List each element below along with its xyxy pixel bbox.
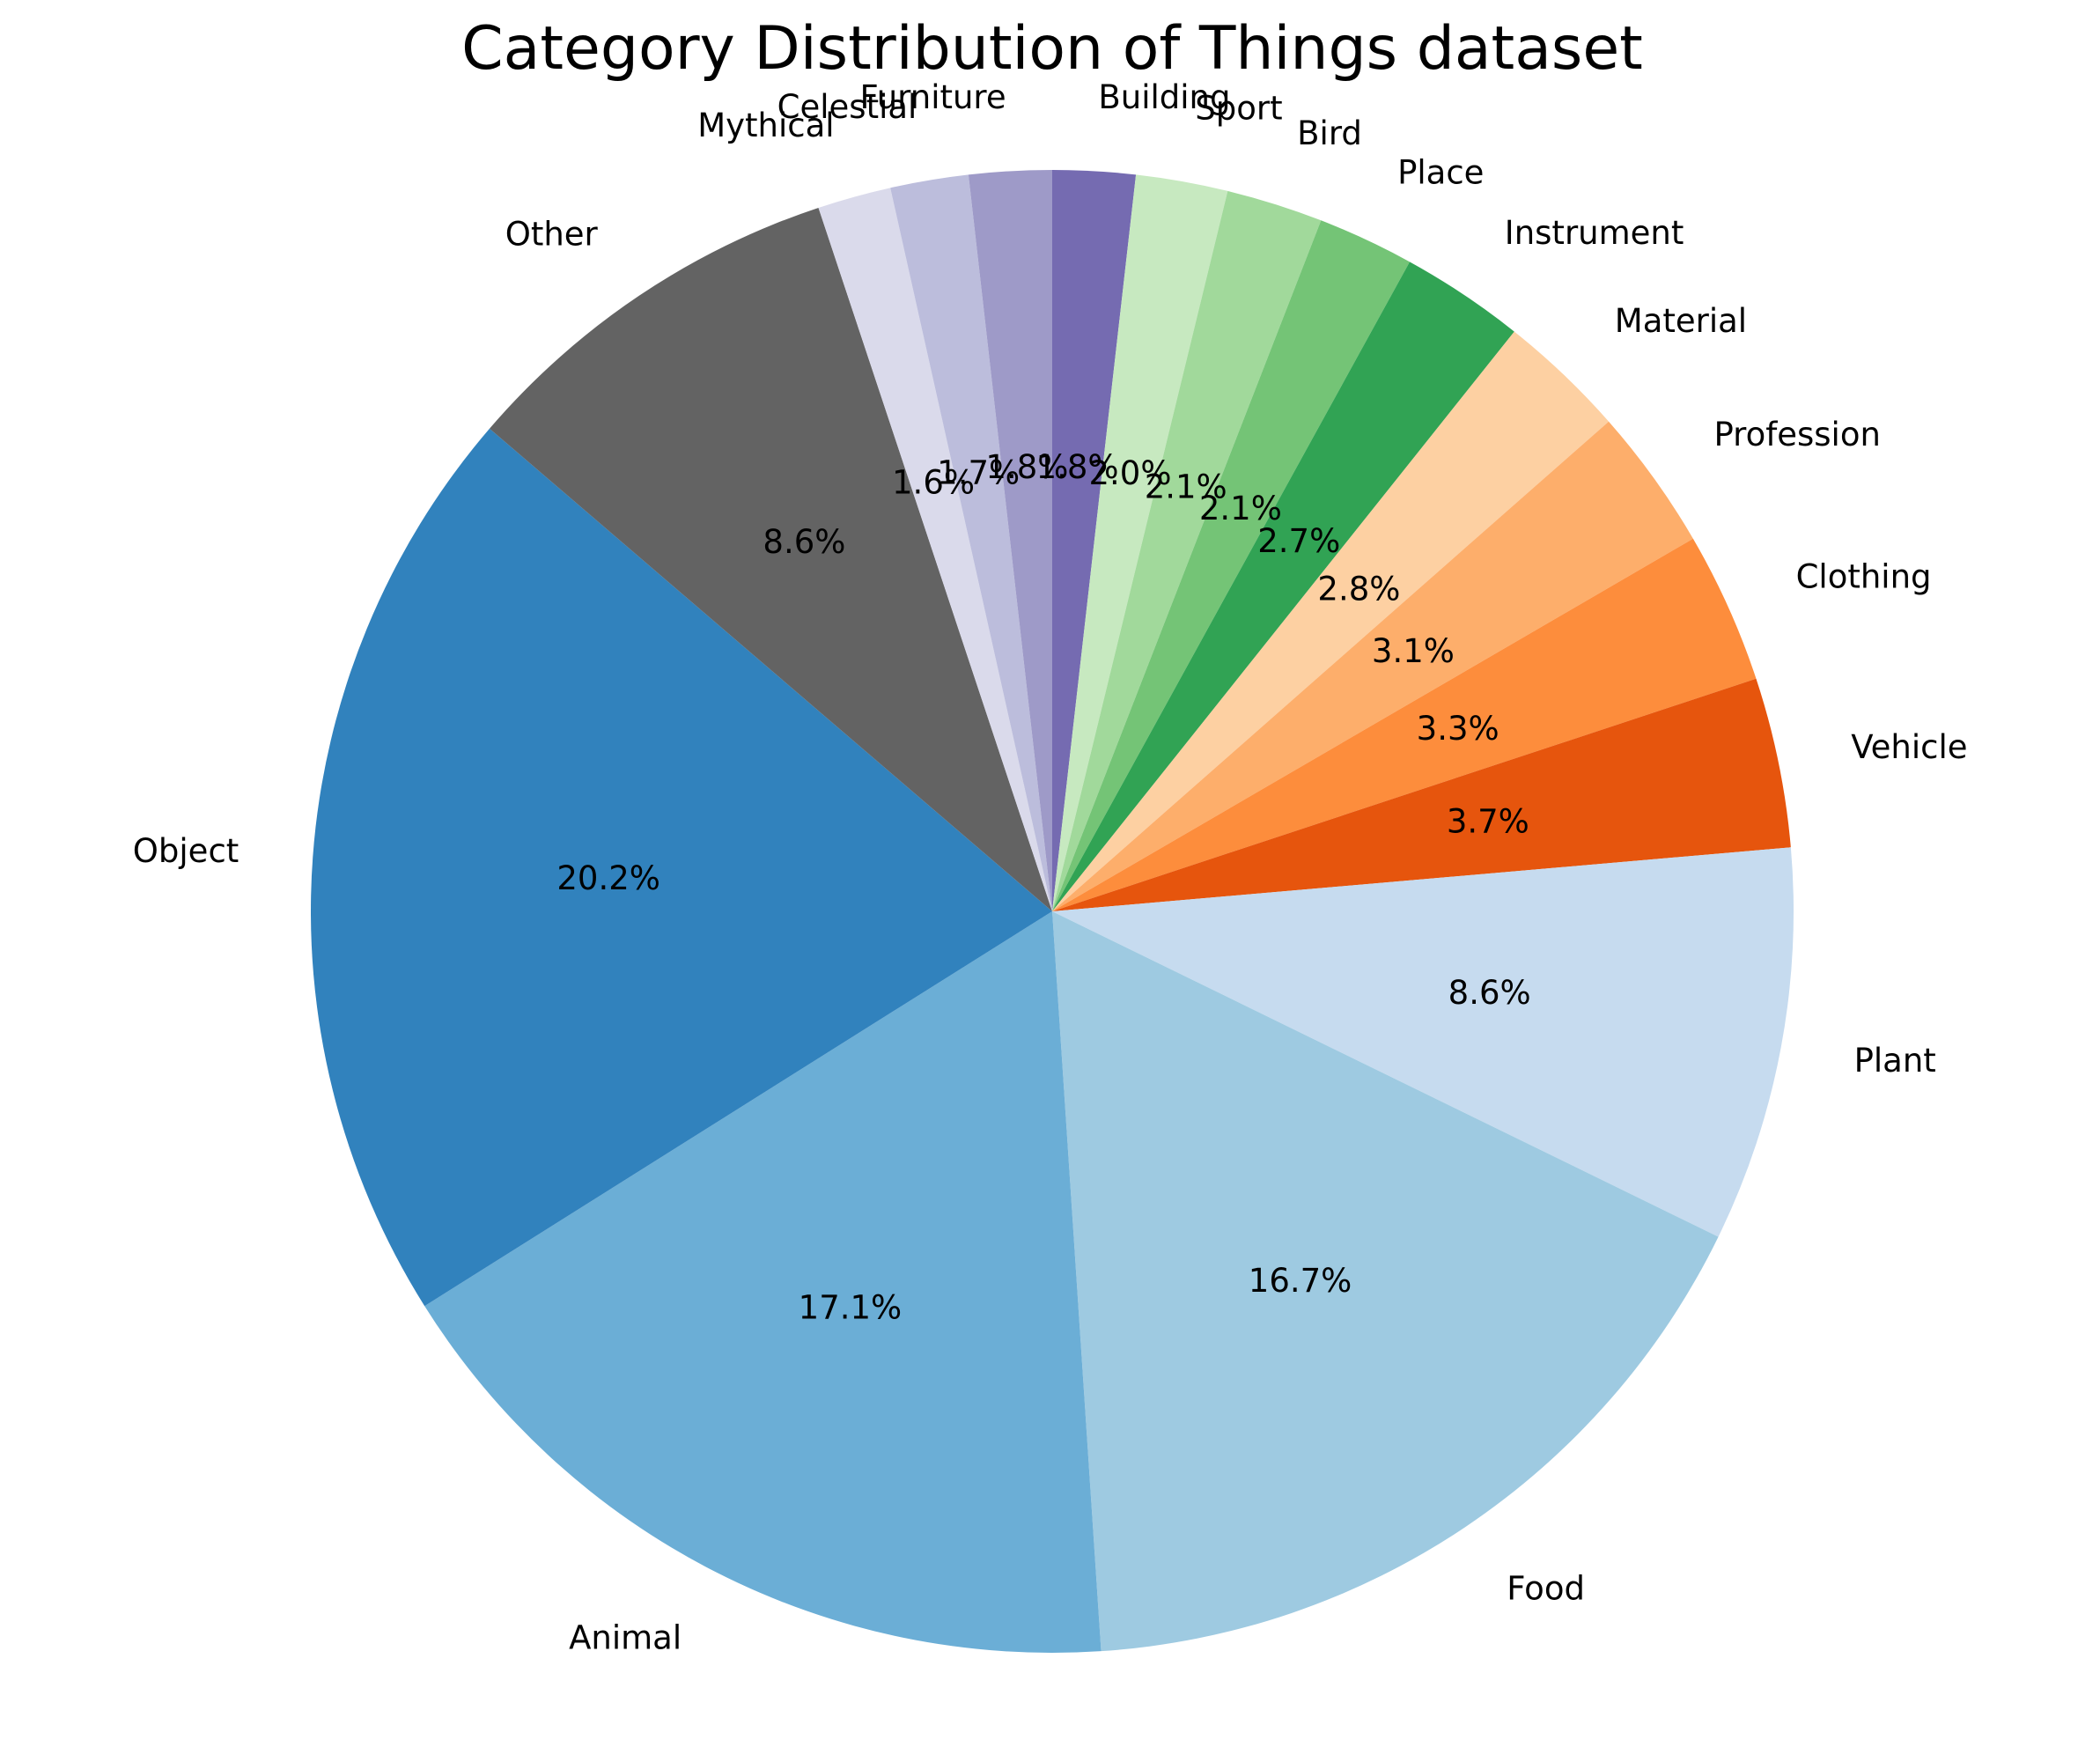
category-label-furniture: Furniture [859, 78, 1006, 116]
pie-slice-food [1052, 911, 1719, 1652]
percent-label-bird: 2.1% [1145, 468, 1227, 506]
pie-slice-instrument [1052, 262, 1514, 911]
category-label-animal: Animal [569, 1619, 682, 1657]
category-label-mythical: Mythical [697, 107, 834, 144]
percent-label-place: 2.1% [1199, 490, 1282, 527]
category-label-object: Object [133, 832, 239, 870]
category-label-plant: Plant [1854, 1042, 1936, 1080]
category-label-instrument: Instrument [1505, 214, 1684, 252]
percent-labels: 1.8%2.0%2.1%2.1%2.7%2.8%3.1%3.3%3.7%8.6%… [556, 448, 1530, 1326]
pie-slice-sport [1052, 174, 1228, 912]
category-label-profession: Profession [1714, 416, 1881, 453]
percent-label-furniture: 1.8% [985, 448, 1068, 486]
pie-slice-mythical [818, 188, 1052, 911]
percent-label-mythical: 1.6% [892, 464, 975, 502]
chart-title: Category Distribution of Things dataset [461, 14, 1643, 84]
pie-slice-material [1052, 331, 1610, 912]
category-label-building: Building [1098, 78, 1230, 116]
percent-label-object: 20.2% [556, 859, 660, 897]
percent-label-clothing: 3.3% [1417, 710, 1499, 748]
pie-slice-plant [1052, 847, 1794, 1237]
pie-slice-building [1052, 170, 1137, 911]
pie-slice-clothing [1052, 538, 1757, 911]
category-label-celestial: Celestial [777, 88, 917, 126]
category-label-vehicle: Vehicle [1851, 728, 1967, 766]
percent-label-instrument: 2.7% [1257, 522, 1340, 560]
pie-slice-object [311, 428, 1052, 1307]
category-label-material: Material [1615, 302, 1747, 340]
percent-label-plant: 8.6% [1448, 974, 1531, 1012]
pie-slice-animal [424, 911, 1102, 1653]
percent-label-building: 1.8% [1036, 448, 1119, 486]
percent-label-profession: 3.1% [1372, 632, 1455, 670]
category-label-food: Food [1507, 1569, 1585, 1607]
category-label-sport: Sport [1195, 90, 1282, 128]
pie-slices [311, 170, 1794, 1653]
category-label-clothing: Clothing [1796, 557, 1932, 595]
pie-slice-other [489, 207, 1052, 911]
category-label-bird: Bird [1297, 114, 1362, 152]
pie-slice-profession [1052, 421, 1693, 911]
percent-label-sport: 2.0% [1089, 454, 1172, 492]
pie-slice-vehicle [1052, 678, 1791, 911]
percent-label-vehicle: 3.7% [1447, 803, 1529, 841]
percent-label-material: 2.8% [1317, 571, 1400, 608]
pie-slice-furniture [968, 170, 1052, 911]
category-label-other: Other [505, 216, 599, 254]
pie-slice-bird [1052, 190, 1322, 911]
percent-label-animal: 17.1% [799, 1289, 903, 1327]
percent-label-celestial: 1.7% [937, 453, 1020, 491]
percent-label-other: 8.6% [763, 523, 845, 561]
pie-slice-place [1052, 220, 1411, 911]
pie-slice-celestial [890, 174, 1052, 912]
percent-label-food: 16.7% [1249, 1262, 1352, 1300]
category-label-place: Place [1397, 153, 1484, 191]
